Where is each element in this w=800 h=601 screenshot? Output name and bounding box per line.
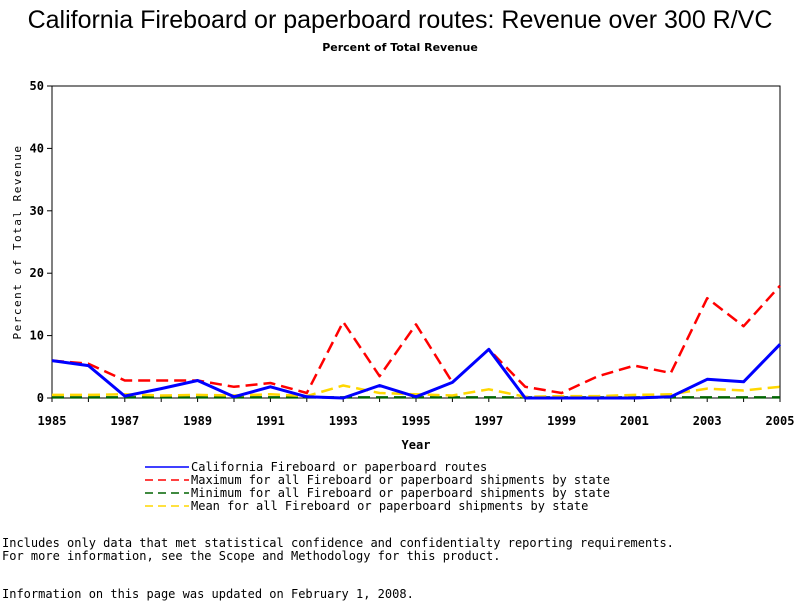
x-tick-label: 1991 (256, 414, 285, 428)
plot-frame (51, 85, 781, 399)
x-tick-label: 1999 (547, 414, 576, 428)
legend-swatch-mean (145, 505, 189, 507)
methodology-note: For more information, see the Scope and … (2, 549, 501, 563)
x-tick-label: 2003 (693, 414, 722, 428)
y-tick-label: 30 (30, 204, 44, 218)
y-tick-label: 40 (30, 141, 44, 155)
y-tick-label: 10 (30, 329, 44, 343)
x-tick-label: 2001 (620, 414, 649, 428)
legend-label-california: California Fireboard or paperboard route… (191, 460, 488, 474)
legend-swatch-minimum (145, 492, 189, 494)
x-tick-label: 1989 (183, 414, 212, 428)
series-line-mean (52, 384, 781, 399)
series-line-california (51, 343, 782, 400)
legend-swatch-california (145, 466, 189, 468)
chart-title: California Fireboard or paperboard route… (27, 6, 773, 34)
confidentiality-note: Includes only data that met statistical … (2, 536, 674, 550)
legend-swatch-maximum (145, 479, 189, 481)
updated-note: Information on this page was updated on … (2, 587, 414, 601)
legend-label-minimum: Minimum for all Fireboard or paperboard … (191, 486, 611, 500)
y-axis-label: Percent of Total Revenue (11, 145, 24, 340)
x-tick-label: 1987 (110, 414, 139, 428)
y-tick-label: 50 (30, 79, 44, 93)
x-tick-label: 2005 (766, 414, 795, 428)
legend-label-maximum: Maximum for all Fireboard or paperboard … (191, 473, 611, 487)
chart-subtitle: Percent of Total Revenue (322, 41, 478, 54)
legend-label-mean: Mean for all Fireboard or paperboard shi… (191, 499, 589, 513)
line-chart: 0 10 20 30 40 50 1985 1987 1989 1991 1993 1995 1997 1… (11, 79, 795, 452)
y-tick-label: 0 (37, 391, 44, 405)
y-tick-label: 20 (30, 266, 44, 280)
x-tick-label: 1995 (402, 414, 431, 428)
x-axis-label: Year (402, 438, 431, 452)
x-tick-label: 1993 (329, 414, 358, 428)
series-line-maximum (51, 284, 781, 395)
x-tick-label: 1997 (474, 414, 503, 428)
x-tick-label: 1985 (38, 414, 67, 428)
